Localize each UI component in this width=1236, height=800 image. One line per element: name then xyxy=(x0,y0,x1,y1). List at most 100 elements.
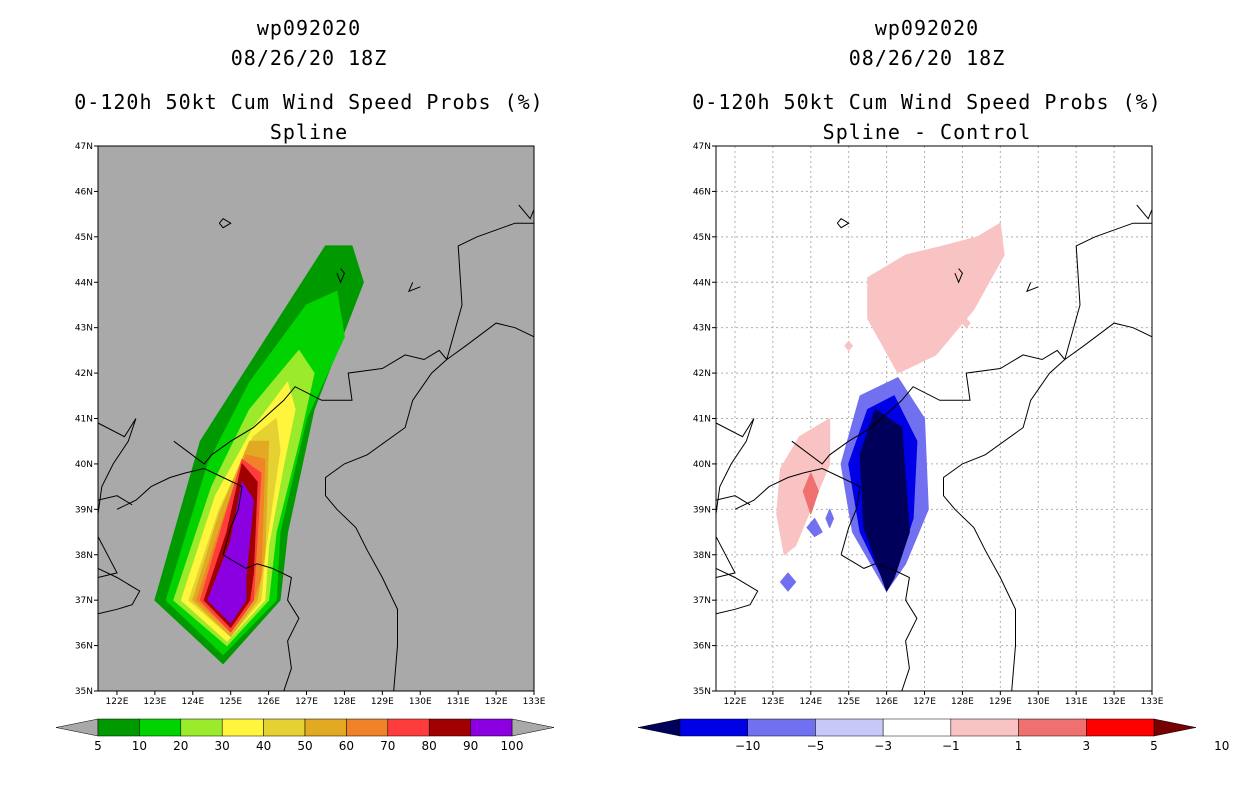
contour-level-1 xyxy=(961,318,971,329)
colorbar-label: 90 xyxy=(463,739,478,753)
probability-map: 122E 123E 124E 125E 126E 127E 128E 129E 130E 131E… xyxy=(55,142,555,753)
colorbar: −10 −5 −3 −1 1 3 5 10 xyxy=(637,718,1229,753)
colorbar-swatch xyxy=(263,718,306,737)
datetime: 08/26/20 18Z xyxy=(848,46,1006,70)
plot-area xyxy=(98,204,534,691)
coastline xyxy=(116,467,243,555)
x-tick-label: 129E xyxy=(989,697,1012,707)
colorbar-label: 50 xyxy=(297,739,312,753)
coastline xyxy=(407,282,421,293)
y-tick-label: 35N xyxy=(75,687,93,697)
coastline xyxy=(943,359,1066,691)
storm-id: wp092020 xyxy=(874,16,980,40)
contour-level-1 xyxy=(867,222,1005,374)
right-panel: wp092020 08/26/20 18Z 0-120h 50kt Cum Wi… xyxy=(618,0,1236,800)
y-tick-label: 44N xyxy=(693,278,711,288)
colorbar-label: 30 xyxy=(215,739,230,753)
coastline xyxy=(1064,222,1152,360)
colorbar-label: 3 xyxy=(1082,739,1090,753)
colorbar-label: 10 xyxy=(132,739,147,753)
x-tick-label: 131E xyxy=(1065,697,1088,707)
colorbar-label: 20 xyxy=(173,739,188,753)
colorbar-swatch xyxy=(747,718,816,737)
contour-level-3 xyxy=(802,472,819,515)
y-tick-label: 39N xyxy=(75,505,93,515)
coastline xyxy=(1025,282,1039,293)
coastline xyxy=(840,554,918,691)
coastline xyxy=(222,554,300,691)
y-tick-label: 40N xyxy=(75,460,93,470)
coastline xyxy=(98,418,137,514)
coastline xyxy=(836,218,850,229)
plot-area xyxy=(716,146,1152,691)
y-tick-label: 47N xyxy=(693,142,711,152)
coastline xyxy=(1136,204,1152,220)
colorbar-swatch xyxy=(346,718,389,737)
colorbar-label: −1 xyxy=(942,739,960,753)
coastline xyxy=(791,349,1066,465)
coastline xyxy=(716,536,736,578)
y-tick-label: 36N xyxy=(75,642,93,652)
y-tick-label: 45N xyxy=(693,233,711,243)
x-tick-label: 128E xyxy=(333,697,356,707)
colorbar-swatch xyxy=(679,718,748,737)
y-tick-label: 41N xyxy=(75,415,93,425)
contour-level-1 xyxy=(844,340,853,351)
x-tick-label: 132E xyxy=(1103,697,1126,707)
colorbar-arrow-low xyxy=(637,718,681,737)
colorbar-swatch xyxy=(221,718,264,737)
coastline xyxy=(98,536,118,578)
colorbar-label: 70 xyxy=(380,739,395,753)
colorbar-label: −5 xyxy=(807,739,825,753)
storm-id: wp092020 xyxy=(256,16,362,40)
colorbar-label: −10 xyxy=(735,739,760,753)
x-tick-label: 126E xyxy=(257,697,280,707)
x-tick-label: 125E xyxy=(219,697,242,707)
y-tick-label: 38N xyxy=(693,551,711,561)
x-tick-label: 124E xyxy=(799,697,822,707)
contour-level-neg3 xyxy=(780,572,797,592)
x-tick-label: 122E xyxy=(106,697,129,707)
coastline xyxy=(734,467,861,555)
contour-level-90 xyxy=(207,481,254,624)
y-tick-label: 37N xyxy=(693,596,711,606)
coastline xyxy=(716,418,755,514)
colorbar-label: 40 xyxy=(256,739,271,753)
coastline xyxy=(716,495,751,506)
y-tick-label: 44N xyxy=(75,278,93,288)
colorbar-label: 10 xyxy=(1214,739,1229,753)
x-tick-label: 130E xyxy=(1027,697,1050,707)
x-tick-label: 123E xyxy=(143,697,166,707)
y-tick-label: 39N xyxy=(693,505,711,515)
colorbar-swatch xyxy=(882,718,952,737)
x-tick-label: 122E xyxy=(724,697,747,707)
datetime: 08/26/20 18Z xyxy=(230,46,388,70)
coastline xyxy=(98,495,133,506)
x-tick-label: 133E xyxy=(1141,697,1164,707)
x-tick-label: 126E xyxy=(875,697,898,707)
y-tick-label: 46N xyxy=(75,187,93,197)
coastline xyxy=(336,268,345,284)
colorbar-swatch xyxy=(180,718,223,737)
colorbar-swatch xyxy=(1086,718,1155,737)
colorbar-label: 5 xyxy=(94,739,102,753)
contour-level-neg1 xyxy=(870,431,903,583)
x-tick-label: 127E xyxy=(913,697,936,707)
x-tick-label: 125E xyxy=(837,697,860,707)
colorbar-swatch xyxy=(470,718,513,737)
y-tick-label: 37N xyxy=(75,596,93,606)
coastline xyxy=(518,204,534,220)
y-tick-label: 36N xyxy=(693,642,711,652)
coastline xyxy=(446,222,534,360)
y-tick-label: 38N xyxy=(75,551,93,561)
y-tick-label: 35N xyxy=(693,687,711,697)
colorbar-label: 1 xyxy=(1015,739,1023,753)
coastline xyxy=(218,218,232,229)
coastline xyxy=(954,268,963,284)
colorbar-swatch xyxy=(815,718,884,737)
colorbar: 5 10 20 30 40 50 60 70 80 90 100 xyxy=(55,718,555,753)
coastline xyxy=(446,322,534,360)
x-tick-label: 127E xyxy=(295,697,318,707)
x-tick-label: 130E xyxy=(409,697,432,707)
difference-map: 122E 123E 124E 125E 126E 127E 128E 129E 130E 131E… xyxy=(637,142,1229,753)
